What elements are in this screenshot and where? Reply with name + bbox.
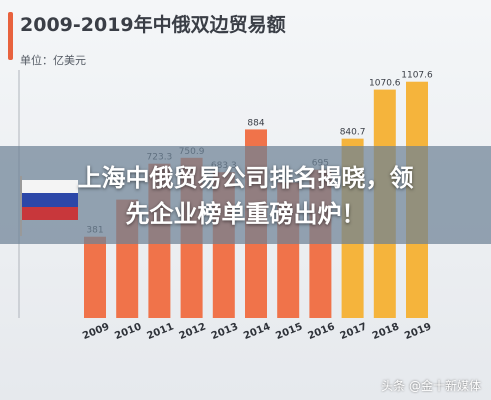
x-tick-label-2015: 2015	[274, 321, 304, 342]
x-tick-label-2019: 2019	[403, 321, 433, 342]
headline-line-2: 先企业榜单重磅出炉！	[125, 200, 366, 228]
bar-2009	[84, 236, 106, 318]
x-tick-label-2012: 2012	[178, 321, 208, 342]
headline: 上海中俄贸易公司排名揭晓，领 先企业榜单重磅出炉！	[0, 160, 491, 232]
x-tick-label-2018: 2018	[371, 321, 401, 342]
data-label-2014: 884	[247, 118, 264, 128]
x-tick-label-2011: 2011	[145, 321, 175, 342]
headline-banner	[0, 146, 491, 244]
data-label-2017: 840.7	[340, 128, 366, 138]
chart-title: 2009-2019年中俄双边贸易额	[20, 14, 286, 36]
russia-flag-icon	[22, 180, 78, 220]
headline-line-1: 上海中俄贸易公司排名揭晓，领	[77, 164, 414, 192]
x-tick-label-2009: 2009	[81, 321, 111, 342]
title-accent-bar	[8, 12, 13, 60]
x-tick-label-2010: 2010	[113, 321, 143, 342]
data-label-2019: 1107.6	[401, 71, 433, 81]
x-tick-label-2017: 2017	[339, 321, 369, 342]
chart-unit-label: 单位：亿美元	[20, 54, 86, 67]
x-tick-label-2014: 2014	[242, 321, 272, 342]
x-tick-label-2016: 2016	[306, 321, 336, 342]
x-tick-label-2013: 2013	[210, 321, 240, 342]
flag-pole	[20, 176, 22, 236]
data-label-2018: 1070.6	[369, 79, 401, 89]
watermark: 头条 @金十新媒体	[381, 379, 481, 393]
